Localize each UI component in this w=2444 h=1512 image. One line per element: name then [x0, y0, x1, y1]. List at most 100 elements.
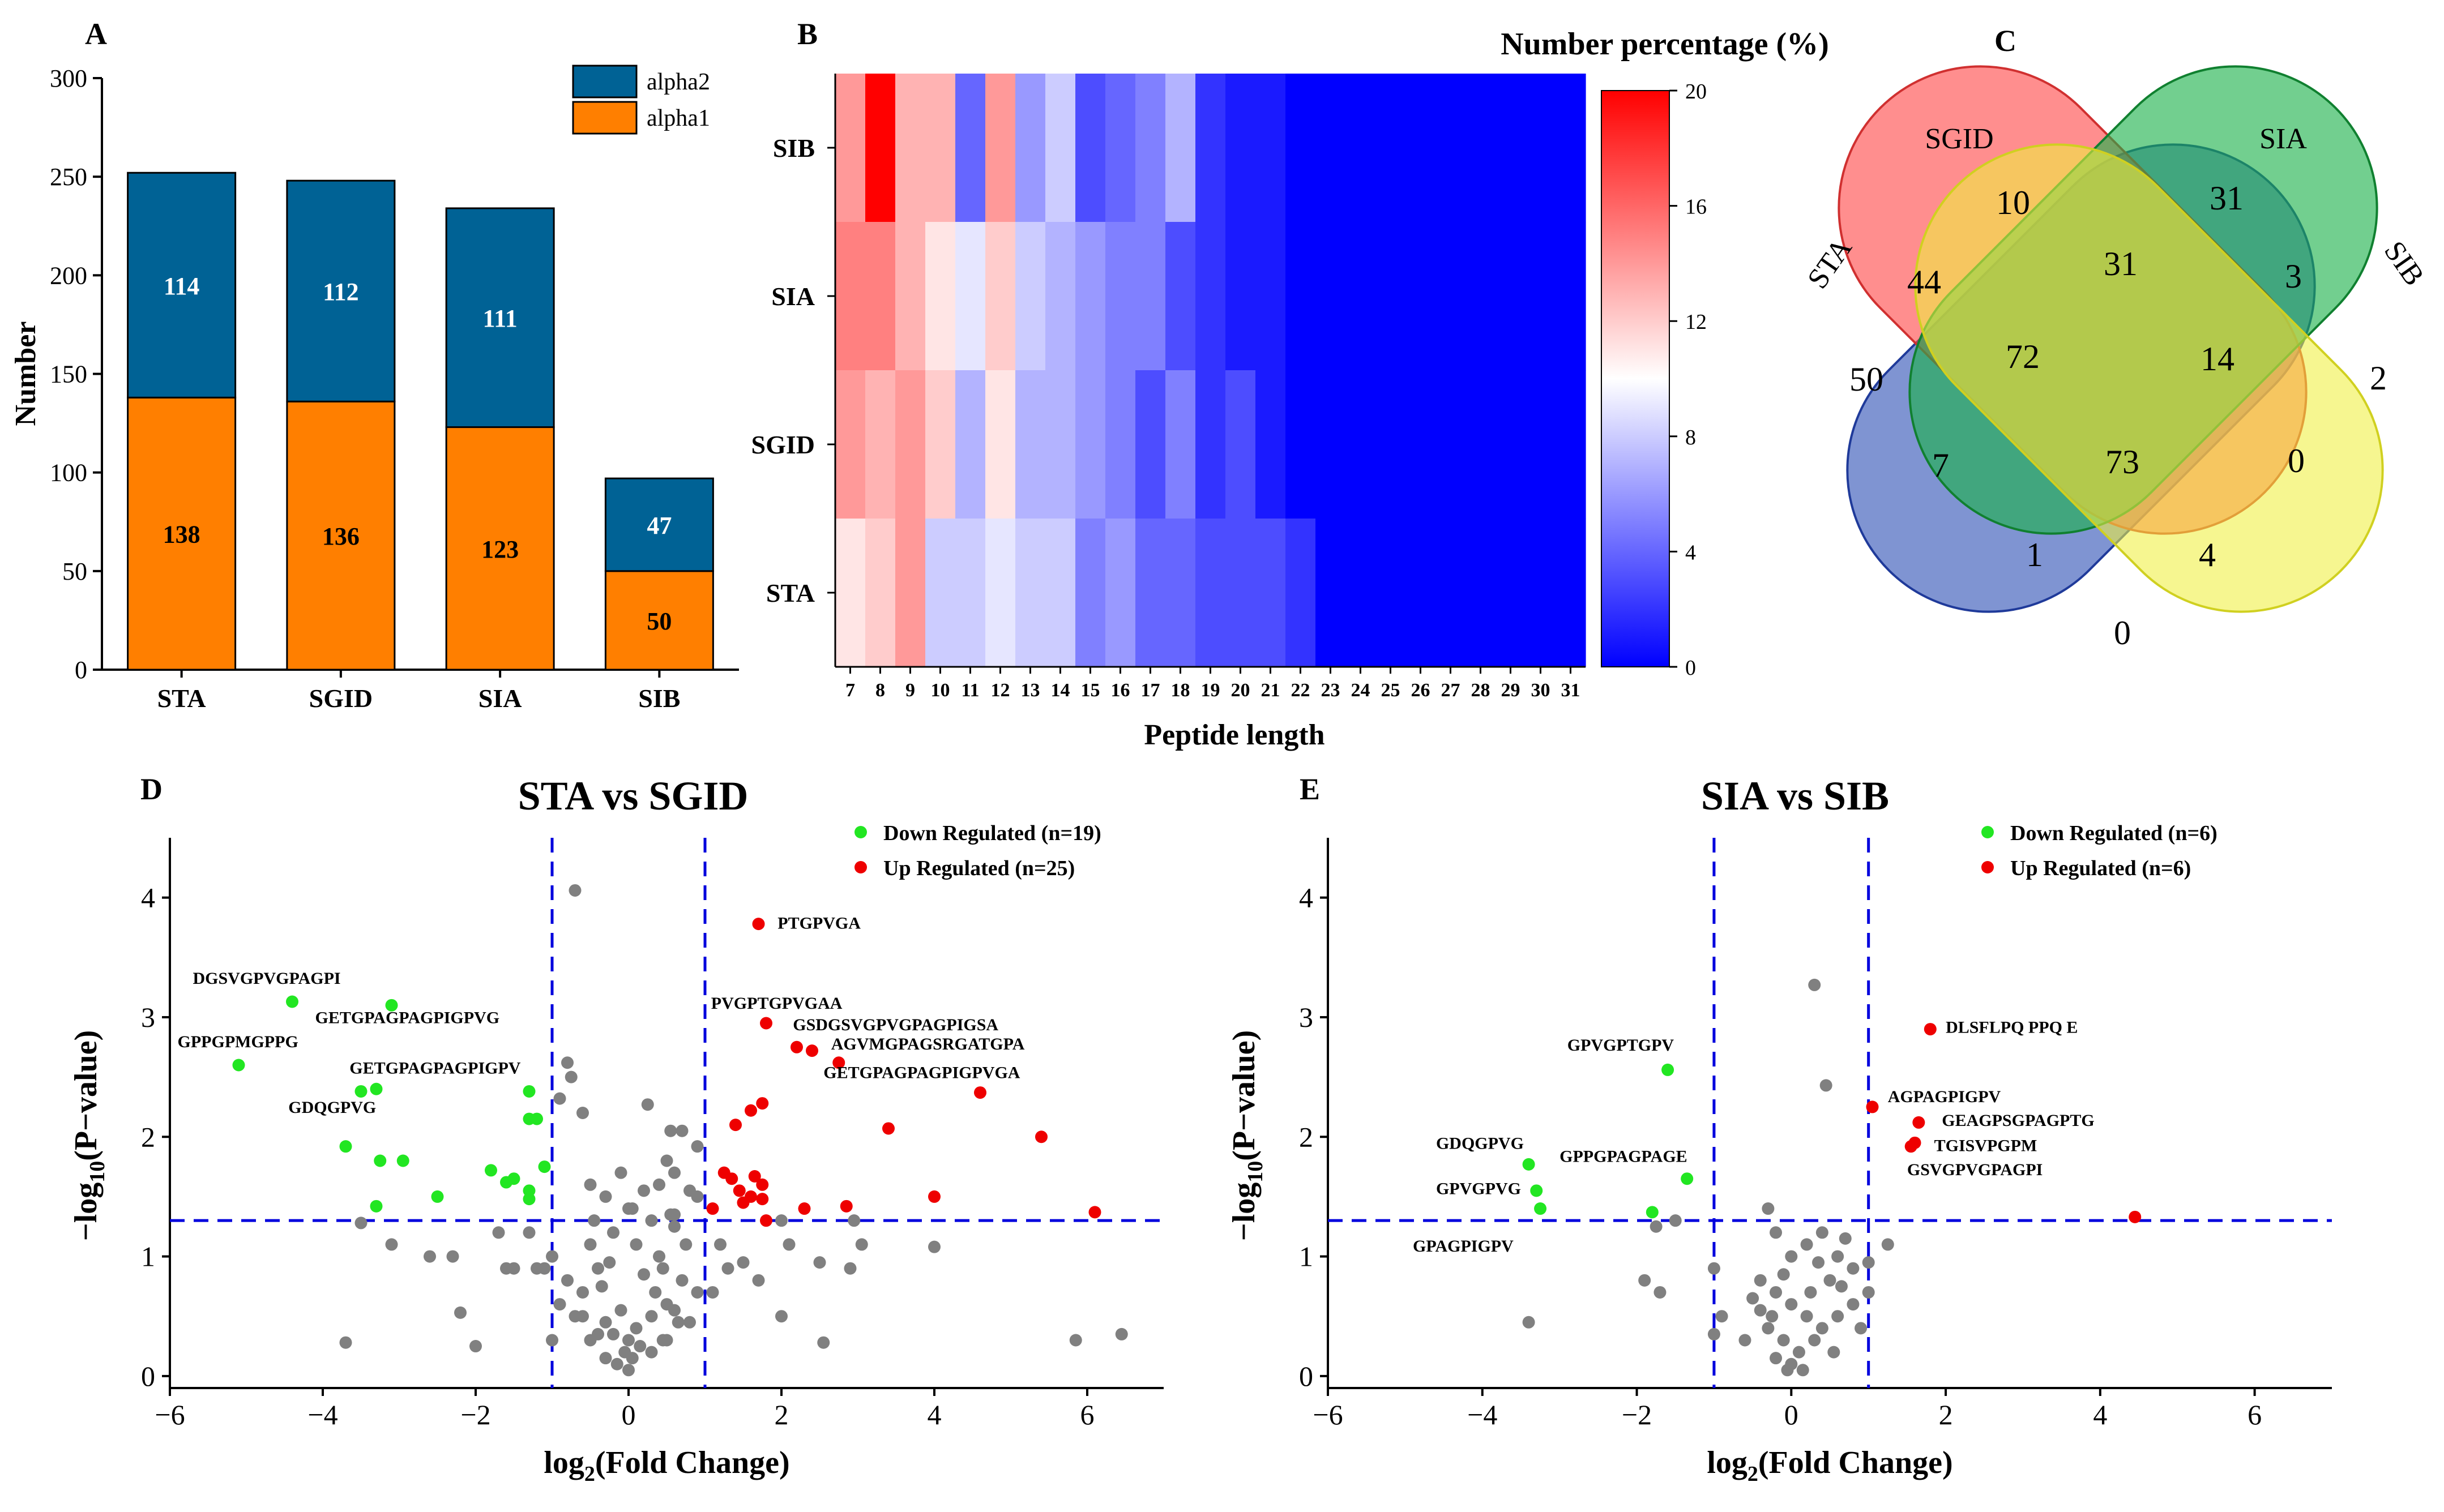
heatmap-cell: [1465, 370, 1496, 519]
bar-alpha2: [127, 172, 237, 399]
volcano-y-tick-label: 1: [141, 1241, 155, 1273]
point-not-significant: [676, 1124, 689, 1137]
heatmap-cell: [985, 222, 1016, 371]
point-not-significant: [1770, 1226, 1783, 1239]
volcano-y-tick-label: 2: [1299, 1121, 1313, 1153]
heatmap-x-tick-label: 10: [931, 680, 950, 701]
heatmap-cell: [1015, 74, 1046, 222]
venn-label-sia: SIA: [2259, 123, 2307, 155]
point-not-significant: [553, 1298, 566, 1311]
heatmap-cell: [1105, 370, 1136, 519]
a-y-tick-label: 0: [75, 656, 87, 684]
point-not-significant: [1881, 1238, 1894, 1251]
point-not-significant: [1808, 978, 1821, 991]
point-up-regulated: [1904, 1140, 1917, 1153]
heatmap-cell: [1526, 519, 1556, 667]
heatmap-x-tick-label: 21: [1261, 680, 1280, 701]
heatmap-cell: [1195, 519, 1226, 667]
point-up-regulated: [756, 1097, 769, 1110]
bar-value-label: 123: [481, 536, 519, 563]
heatmap-cell: [1135, 222, 1166, 371]
heatmap-cell: [835, 222, 866, 371]
heatmap-cell: [1045, 222, 1076, 371]
peptide-label: AGPAGPIGPV: [1888, 1087, 2001, 1106]
point-not-significant: [607, 1226, 619, 1239]
bar-value-label: 138: [163, 521, 200, 549]
point-up-regulated: [752, 918, 765, 931]
heatmap-cell: [1195, 74, 1226, 222]
venn-count: 0: [2114, 614, 2131, 652]
point-down-regulated: [286, 995, 298, 1008]
bar-value-label: 50: [647, 607, 672, 635]
peptide-label: GETGPAGPAGPIGPVG: [315, 1009, 500, 1027]
panel-e-label: E: [1300, 772, 1320, 806]
peptide-label: GETGPAGPAGPIGPVGA: [823, 1064, 1020, 1082]
point-up-regulated: [748, 1170, 761, 1183]
point-not-significant: [1770, 1286, 1783, 1299]
heatmap-cell: [1165, 370, 1196, 519]
heatmap-cell: [1135, 74, 1166, 222]
point-not-significant: [817, 1336, 830, 1349]
heatmap-cell: [1015, 519, 1046, 667]
point-not-significant: [752, 1274, 765, 1287]
bar-alpha1: [286, 400, 396, 671]
point-not-significant: [630, 1322, 643, 1335]
point-not-significant: [783, 1238, 796, 1251]
heatmap-cell: [955, 222, 986, 371]
point-not-significant: [855, 1238, 868, 1251]
point-not-significant: [561, 1056, 574, 1069]
point-not-significant: [546, 1250, 558, 1263]
point-not-significant: [844, 1262, 857, 1275]
point-not-significant: [1831, 1250, 1844, 1263]
heatmap-x-tick-label: 15: [1081, 680, 1100, 701]
volcano-x-tick-label: 0: [1784, 1399, 1798, 1430]
volcano-x-tick-label: −4: [1467, 1399, 1497, 1430]
heatmap-cell: [865, 519, 896, 667]
point-up-regulated: [974, 1086, 986, 1099]
point-not-significant: [645, 1346, 658, 1359]
point-not-significant: [1754, 1304, 1767, 1317]
heatmap-x-tick-label: 29: [1501, 680, 1520, 701]
point-up-regulated: [725, 1172, 738, 1185]
heatmap-cell: [1405, 74, 1436, 222]
peptide-label: GDQGPVG: [288, 1098, 376, 1117]
a-y-tick-label: 50: [62, 558, 87, 585]
point-not-significant: [1862, 1286, 1875, 1299]
volcano-y-tick-label: 1: [1299, 1241, 1313, 1273]
volcano-y-tick-label: 4: [1299, 882, 1313, 914]
heatmap-colorbar: [1601, 90, 1670, 667]
point-up-regulated: [745, 1104, 757, 1117]
point-not-significant: [584, 1238, 597, 1251]
point-not-significant: [1800, 1310, 1813, 1323]
legend-up-label: Up Regulated (n=6): [2010, 856, 2191, 880]
point-up-regulated: [806, 1044, 818, 1057]
point-not-significant: [599, 1352, 612, 1365]
heatmap-x-tick-label: 9: [905, 680, 915, 701]
heatmap-cell: [1496, 222, 1526, 371]
point-up-regulated: [729, 1119, 742, 1132]
point-down-regulated: [431, 1190, 444, 1203]
heatmap-cell: [835, 370, 866, 519]
point-down-regulated: [374, 1154, 387, 1167]
point-down-regulated: [531, 1112, 543, 1125]
heatmap-cell: [1225, 222, 1256, 371]
point-not-significant: [592, 1327, 604, 1340]
legend-label-alpha2: alpha2: [647, 69, 710, 95]
heatmap-cell: [1225, 74, 1256, 222]
venn-count: 14: [2201, 340, 2234, 378]
heatmap-cell: [955, 74, 986, 222]
heatmap-x-tick-label: 30: [1531, 680, 1550, 701]
panel-a-label: A: [85, 17, 107, 51]
heatmap-cell: [865, 222, 896, 371]
bar-alpha2: [604, 477, 714, 572]
a-y-tick-label: 250: [50, 163, 87, 191]
peptide-label: GPPGPMGPPG: [178, 1033, 298, 1051]
heatmap-cell: [1225, 370, 1256, 519]
point-not-significant: [1831, 1310, 1844, 1323]
peptide-label: DGSVGPVGPAGPI: [193, 969, 341, 988]
heatmap-cell: [1435, 222, 1466, 371]
point-not-significant: [614, 1166, 627, 1179]
point-not-significant: [706, 1286, 719, 1299]
point-not-significant: [714, 1238, 727, 1251]
legend-label-alpha1: alpha1: [647, 105, 710, 131]
